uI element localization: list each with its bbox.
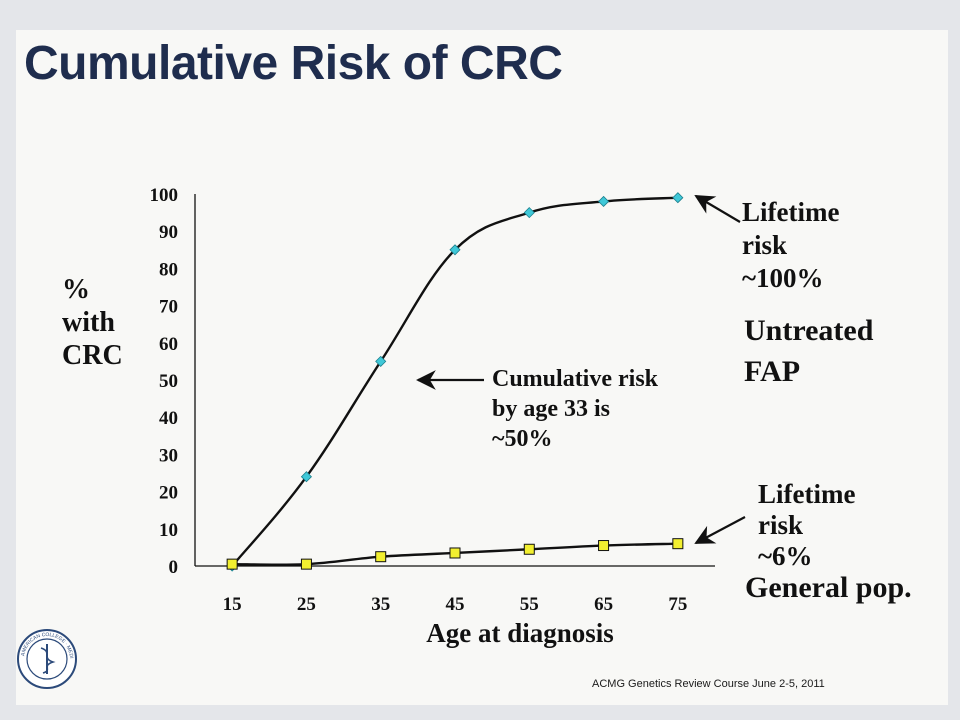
y-axis-title-line: CRC (62, 340, 123, 371)
x-tick-label: 45 (446, 594, 465, 615)
general-data-point (598, 540, 610, 552)
y-axis-title-line: % (62, 274, 90, 305)
y-tick-label: 20 (159, 483, 178, 504)
midpoint-annotation-text: by age 33 is (492, 396, 610, 422)
midpoint-annotation-text: ~50% (492, 426, 552, 452)
slide-title: Cumulative Risk of CRC (24, 37, 563, 90)
fap-data-point (449, 244, 461, 256)
x-tick-label: 65 (594, 594, 613, 615)
series-markers (226, 192, 684, 572)
y-tick-label: 90 (159, 222, 178, 243)
tick-labels: 0 10 20 30 40 50 60 70 80 90 100 15 25 35 45 55 65 75 (150, 185, 688, 615)
general-data-point (672, 538, 684, 550)
y-tick-label: 60 (159, 334, 178, 355)
footer-text: ACMG Genetics Review Course June 2-5, 20… (592, 678, 825, 690)
untreated-fap-label: FAP (744, 355, 800, 388)
fap-data-point (598, 195, 610, 208)
y-axis-title-line: with (62, 307, 115, 338)
general-pop-label: General pop. (745, 571, 912, 604)
untreated-fap-label: Untreated (744, 314, 874, 347)
y-tick-label: 80 (159, 259, 178, 280)
general-lifetime-risk-text: risk (758, 510, 803, 540)
y-tick-label: 100 (150, 185, 179, 206)
general-data-point (523, 543, 535, 555)
fap-data-point (300, 471, 312, 483)
y-tick-label: 70 (159, 297, 178, 318)
y-tick-label: 10 (159, 520, 178, 541)
x-tick-label: 55 (520, 594, 539, 615)
general-data-point (226, 558, 238, 570)
y-tick-label: 30 (159, 445, 178, 466)
x-tick-label: 25 (297, 594, 316, 615)
fap-lifetime-risk-text: risk (742, 230, 787, 260)
x-tick-label: 15 (223, 594, 242, 615)
fap-data-point (672, 192, 684, 204)
slide-background (16, 30, 948, 705)
y-tick-label: 0 (169, 557, 179, 578)
x-tick-label: 35 (371, 594, 390, 615)
general-lifetime-risk-text: Lifetime (758, 479, 855, 509)
fap-lifetime-risk-text: Lifetime (742, 197, 839, 227)
fap-data-point (375, 355, 387, 367)
y-tick-label: 50 (159, 371, 178, 392)
general-lifetime-risk-text: ~6% (758, 541, 813, 571)
general-arrow (694, 516, 746, 544)
fap-lifetime-risk-text: ~100% (742, 263, 824, 293)
general-data-point (449, 547, 461, 559)
general-data-point (375, 551, 387, 563)
general-data-point (300, 558, 312, 570)
axes (194, 194, 715, 567)
fap-data-point (523, 207, 535, 219)
x-axis-title: Age at diagnosis (426, 618, 614, 648)
fap-arrow (694, 194, 741, 223)
midpoint-annotation-text: Cumulative risk (492, 366, 659, 392)
acmg-seal-logo: AMERICAN COLLEGE · MEDICAL GENETICS (16, 628, 77, 689)
annotations: Lifetimerisk~100%UntreatedFAPCumulative … (416, 194, 912, 604)
y-tick-label: 40 (159, 408, 178, 429)
x-tick-label: 75 (668, 594, 687, 615)
